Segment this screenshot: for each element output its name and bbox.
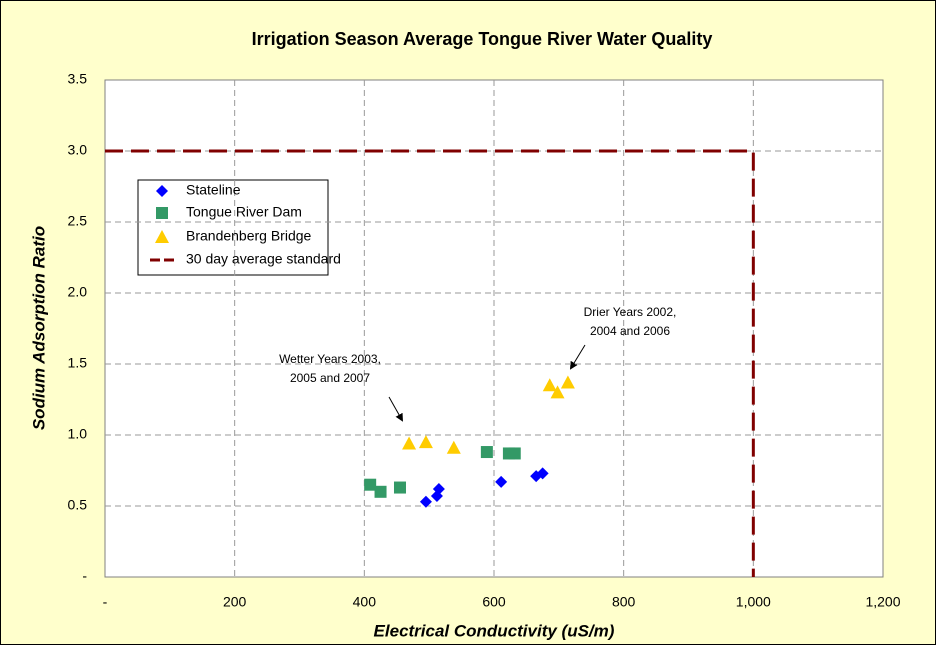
y-tick-label: 0.5 xyxy=(68,497,88,513)
y-tick-label: 2.0 xyxy=(68,284,88,300)
point xyxy=(508,447,521,460)
annotation: Drier Years 2002, xyxy=(584,305,677,319)
legend-label: Brandenberg Bridge xyxy=(186,228,312,244)
y-tick-label: 3.5 xyxy=(68,71,88,87)
y-tick-label: 1.5 xyxy=(68,355,88,371)
annotation: Wetter Years 2003, xyxy=(279,352,381,366)
legend-swatch xyxy=(156,207,168,219)
y-tick-label: - xyxy=(82,568,87,584)
point xyxy=(495,475,508,488)
legend-label: Tongue River Dam xyxy=(186,204,302,220)
point xyxy=(560,375,575,389)
y-tick-label: 2.5 xyxy=(68,213,88,229)
x-tick-label: 200 xyxy=(223,594,247,610)
point xyxy=(536,467,549,480)
x-tick-label: - xyxy=(103,594,108,610)
y-tick-label: 1.0 xyxy=(68,426,88,442)
annotation: 2004 and 2006 xyxy=(590,324,670,338)
annotation: 2005 and 2007 xyxy=(290,371,370,385)
annotation-arrow xyxy=(388,396,403,422)
legend-label: Stateline xyxy=(186,182,241,198)
point xyxy=(418,435,433,449)
point xyxy=(542,378,557,392)
y-axis-label: Sodium Adsorption Ratio xyxy=(29,226,48,430)
point xyxy=(432,482,445,495)
standard-line xyxy=(105,149,755,577)
legend-swatch xyxy=(156,185,168,197)
chart-title: Irrigation Season Average Tongue River W… xyxy=(252,29,713,49)
x-tick-label: 600 xyxy=(482,594,506,610)
point xyxy=(480,446,493,459)
x-tick-label: 400 xyxy=(353,594,377,610)
legend-swatch xyxy=(155,230,169,243)
point xyxy=(419,495,432,508)
point xyxy=(550,385,565,399)
legend-label: 30 day average standard xyxy=(186,251,341,267)
point xyxy=(374,485,387,498)
annotation-arrow xyxy=(569,344,586,370)
y-tick-label: 3.0 xyxy=(68,142,88,158)
x-tick-label: 1,200 xyxy=(865,594,900,610)
point xyxy=(393,481,406,494)
point xyxy=(446,440,461,454)
x-axis-label: Electrical Conductivity (uS/m) xyxy=(374,621,615,640)
point xyxy=(402,436,417,450)
point xyxy=(364,478,377,491)
x-tick-label: 1,000 xyxy=(736,594,771,610)
x-tick-label: 800 xyxy=(612,594,636,610)
